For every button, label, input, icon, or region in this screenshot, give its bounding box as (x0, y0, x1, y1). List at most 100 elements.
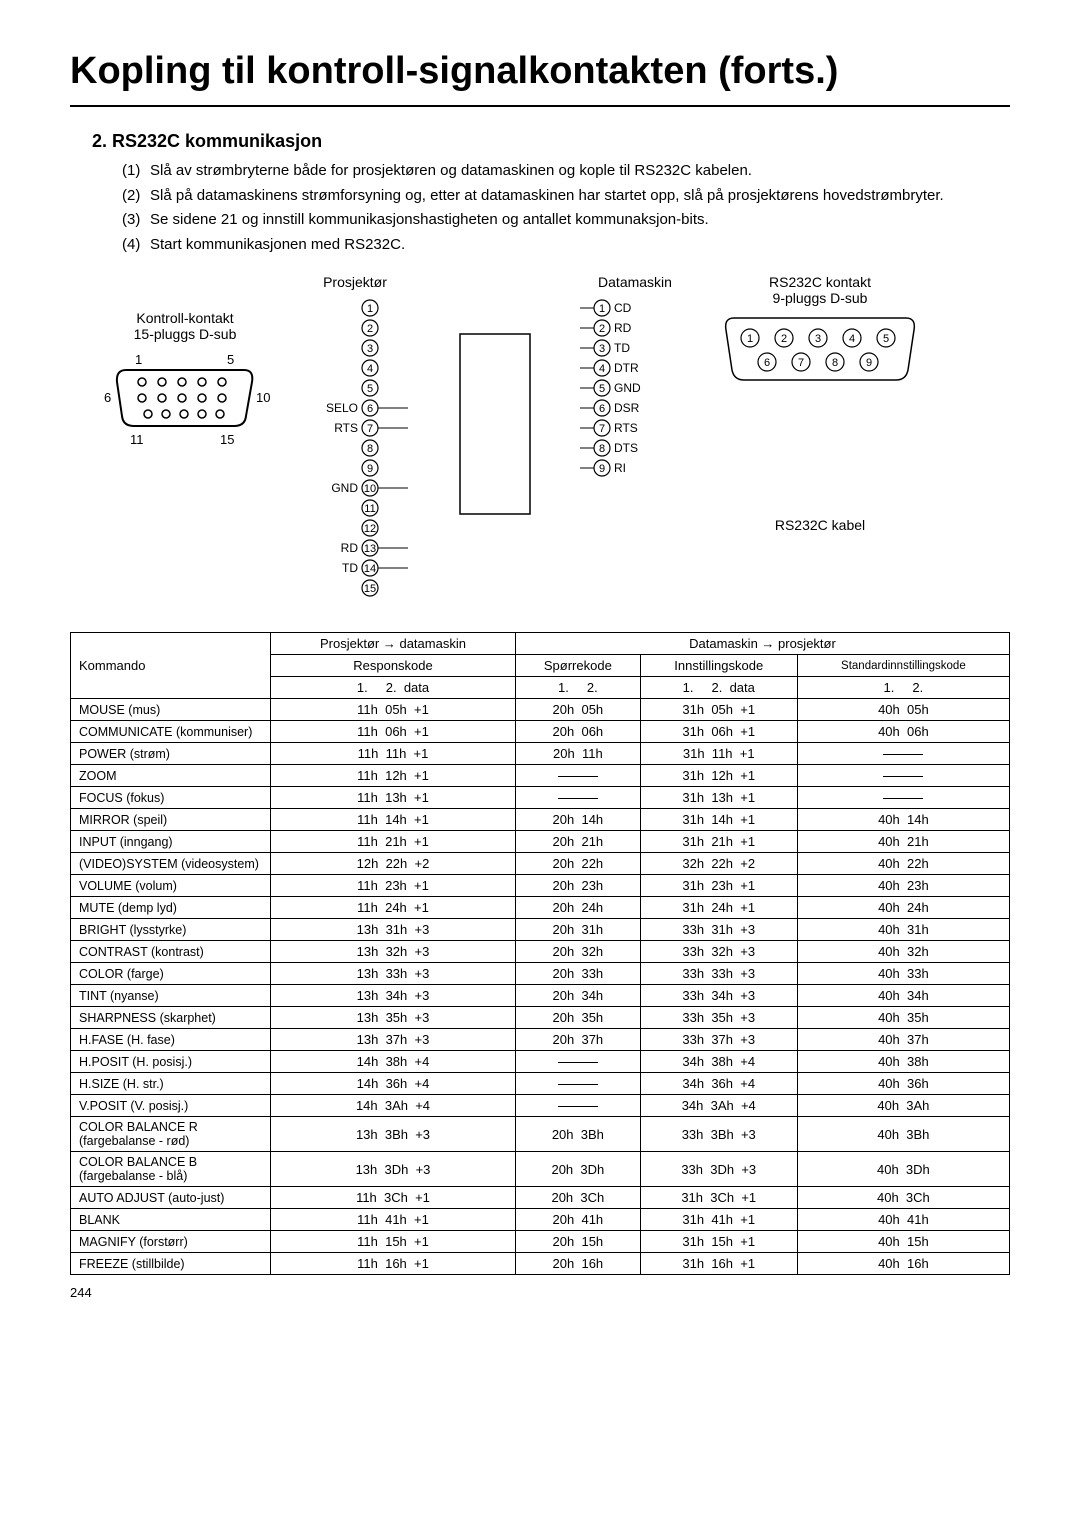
svg-text:3: 3 (815, 333, 821, 345)
svg-text:TD: TD (342, 561, 358, 575)
diagram-prosjektor-pins: Prosjektør 123456SELO7RTS8910GND111213RD… (300, 274, 410, 614)
section-heading: 2. RS232C kommunikasjon (92, 131, 1010, 152)
svg-text:3: 3 (599, 343, 605, 355)
svg-text:12: 12 (364, 523, 376, 535)
th-responskode: Responskode (271, 655, 516, 677)
table-row: FOCUS (fokus)11h 13h +131h 13h +1 (71, 787, 1010, 809)
svg-text:14: 14 (364, 563, 376, 575)
table-row: MOUSE (mus)11h 05h +120h 05h31h 05h +140… (71, 699, 1010, 721)
diagram-rs232c: RS232C kontakt 9-pluggs D-sub 123456789 … (720, 274, 920, 533)
th-sporrekode: Spørrekode (515, 655, 640, 677)
svg-text:8: 8 (599, 443, 605, 455)
th-standard: Standardinnstillingskode (797, 655, 1009, 677)
th-kommando: Kommando (71, 633, 271, 699)
svg-text:9: 9 (599, 463, 605, 475)
th-data-to-proj: Datamaskin → prosjektør (515, 633, 1009, 655)
svg-text:6: 6 (367, 403, 373, 415)
svg-text:RTS: RTS (614, 421, 638, 435)
svg-text:15: 15 (364, 583, 376, 595)
svg-text:DTR: DTR (614, 361, 639, 375)
svg-text:8: 8 (832, 357, 838, 369)
page-title: Kopling til kontroll-signalkontakten (fo… (70, 50, 1010, 107)
table-row: MIRROR (speil)11h 14h +120h 14h31h 14h +… (71, 809, 1010, 831)
svg-text:1: 1 (135, 352, 142, 367)
dsub15-icon: 1 5 6 10 11 15 (100, 352, 270, 462)
datamaskin-label: Datamaskin (580, 274, 690, 290)
svg-text:5: 5 (227, 352, 234, 367)
svg-text:6: 6 (104, 390, 111, 405)
svg-text:TD: TD (614, 341, 630, 355)
table-row: COLOR BALANCE B (fargebalanse - blå)13h … (71, 1152, 1010, 1187)
svg-text:13: 13 (364, 543, 376, 555)
table-row: H.POSIT (H. posisj.)14h 38h +434h 38h +4… (71, 1051, 1010, 1073)
th-proj-to-data: Prosjektør → datamaskin (271, 633, 516, 655)
table-row: AUTO ADJUST (auto-just)11h 3Ch +120h 3Ch… (71, 1187, 1010, 1209)
svg-text:2: 2 (367, 323, 373, 335)
table-row: COLOR (farge)13h 33h +320h 33h33h 33h +3… (71, 963, 1010, 985)
svg-text:11: 11 (130, 432, 144, 447)
svg-text:7: 7 (798, 357, 804, 369)
th-sub-d: 1. 2. (797, 677, 1009, 699)
svg-text:SELO: SELO (326, 401, 358, 415)
table-row: COLOR BALANCE R (fargebalanse - rød)13h … (71, 1117, 1010, 1152)
table-row: INPUT (inngang)11h 21h +120h 21h31h 21h … (71, 831, 1010, 853)
svg-text:2: 2 (781, 333, 787, 345)
svg-text:9: 9 (367, 463, 373, 475)
table-row: V.POSIT (V. posisj.)14h 3Ah +434h 3Ah +4… (71, 1095, 1010, 1117)
svg-text:4: 4 (599, 363, 605, 375)
svg-text:15: 15 (220, 432, 234, 447)
table-row: POWER (strøm)11h 11h +120h 11h31h 11h +1 (71, 743, 1010, 765)
rs232c-kabel-label: RS232C kabel (720, 517, 920, 533)
svg-text:7: 7 (599, 423, 605, 435)
svg-text:5: 5 (367, 383, 373, 395)
svg-text:4: 4 (367, 363, 373, 375)
svg-text:CD: CD (614, 301, 632, 315)
svg-text:10: 10 (256, 390, 270, 405)
diagram-row: Kontroll-kontakt 15-pluggs D-sub 1 5 6 1… (100, 274, 1010, 614)
svg-text:GND: GND (614, 381, 641, 395)
svg-text:RD: RD (614, 321, 632, 335)
svg-text:3: 3 (367, 343, 373, 355)
rs232c-title-2: 9-pluggs D-sub (720, 290, 920, 306)
svg-text:GND: GND (331, 481, 358, 495)
step-item: (3)Se sidene 21 og innstill kommunikasjo… (122, 209, 1010, 232)
step-item: (1)Slå av strømbryterne både for prosjek… (122, 160, 1010, 183)
diagram-datamaskin-pins: Datamaskin 1CD2RD3TD4DTR5GND6DSR7RTS8DTS… (580, 274, 690, 499)
rs232c-title-1: RS232C kontakt (720, 274, 920, 290)
table-row: H.FASE (H. fase)13h 37h +320h 37h33h 37h… (71, 1029, 1010, 1051)
step-item: (2)Slå på datamaskinens strømforsyning o… (122, 185, 1010, 208)
svg-text:DSR: DSR (614, 401, 640, 415)
table-row: FREEZE (stillbilde)11h 16h +120h 16h31h … (71, 1253, 1010, 1275)
command-table: Kommando Prosjektør → datamaskin Datamas… (70, 632, 1010, 1275)
table-row: VOLUME (volum)11h 23h +120h 23h31h 23h +… (71, 875, 1010, 897)
table-row: H.SIZE (H. str.)14h 36h +434h 36h +440h … (71, 1073, 1010, 1095)
svg-text:5: 5 (883, 333, 889, 345)
table-row: CONTRAST (kontrast)13h 32h +320h 32h33h … (71, 941, 1010, 963)
table-row: (VIDEO)SYSTEM (videosystem)12h 22h +220h… (71, 853, 1010, 875)
svg-text:6: 6 (764, 357, 770, 369)
svg-text:DTS: DTS (614, 441, 638, 455)
svg-text:1: 1 (599, 303, 605, 315)
svg-text:11: 11 (364, 503, 375, 515)
table-row: TINT (nyanse)13h 34h +320h 34h33h 34h +3… (71, 985, 1010, 1007)
kontroll-title-2: 15-pluggs D-sub (100, 326, 270, 342)
table-row: ZOOM11h 12h +131h 12h +1 (71, 765, 1010, 787)
wiring-box-icon (440, 274, 550, 609)
svg-text:RI: RI (614, 461, 626, 475)
table-row: BRIGHT (lysstyrke)13h 31h +320h 31h33h 3… (71, 919, 1010, 941)
svg-text:1: 1 (367, 303, 373, 315)
prosjektor-label: Prosjektør (300, 274, 410, 290)
svg-text:5: 5 (599, 383, 605, 395)
svg-text:RTS: RTS (334, 421, 358, 435)
steps-list: (1)Slå av strømbryterne både for prosjek… (122, 160, 1010, 256)
svg-text:2: 2 (599, 323, 605, 335)
svg-text:10: 10 (364, 483, 376, 495)
kontroll-title-1: Kontroll-kontakt (100, 310, 270, 326)
svg-text:1: 1 (747, 333, 753, 345)
table-row: MUTE (demp lyd)11h 24h +120h 24h31h 24h … (71, 897, 1010, 919)
th-sub-a: 1. 2. data (271, 677, 516, 699)
svg-text:RD: RD (341, 541, 359, 555)
th-sub-c: 1. 2. data (640, 677, 797, 699)
table-row: BLANK11h 41h +120h 41h31h 41h +140h 41h (71, 1209, 1010, 1231)
svg-text:8: 8 (367, 443, 373, 455)
